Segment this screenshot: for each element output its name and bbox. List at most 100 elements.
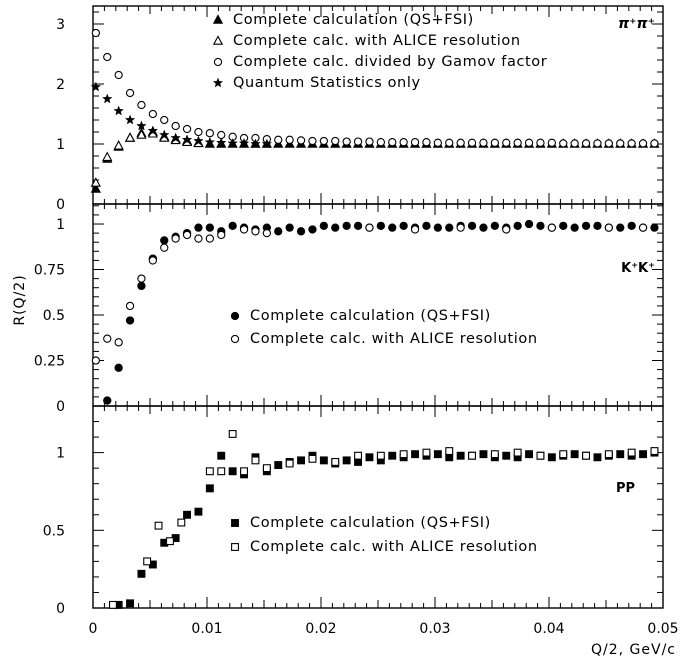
- data-point: [604, 223, 613, 232]
- data-point: [166, 537, 174, 546]
- data-point: [124, 114, 136, 125]
- data-point: [308, 136, 317, 146]
- data-point: [479, 450, 488, 459]
- legend-entry: Quantum Statistics only: [233, 75, 421, 91]
- data-point: [604, 450, 613, 459]
- data-point: [217, 451, 226, 460]
- data-point: [274, 135, 283, 144]
- data-point: [456, 138, 465, 147]
- legend-marker: [213, 57, 223, 67]
- data-point: [593, 453, 602, 462]
- data-point: [194, 223, 203, 232]
- data-point: [593, 139, 602, 148]
- data-point: [90, 81, 102, 92]
- data-point: [388, 138, 397, 147]
- data-point: [422, 221, 431, 230]
- data-point: [205, 223, 214, 232]
- data-point: [136, 120, 147, 131]
- y-tick-label: 0.5: [43, 523, 65, 539]
- data-point: [650, 223, 659, 232]
- data-point: [160, 236, 169, 245]
- data-point: [502, 451, 511, 460]
- data-point: [228, 430, 237, 438]
- legend-marker: [212, 14, 224, 24]
- data-point: [125, 316, 135, 325]
- data-point: [217, 230, 226, 240]
- data-point: [422, 138, 431, 147]
- data-point: [536, 138, 545, 147]
- data-point: [559, 221, 568, 230]
- data-point: [365, 223, 374, 232]
- data-point: [502, 225, 511, 234]
- data-point: [559, 139, 568, 148]
- data-point: [91, 28, 100, 38]
- data-point: [215, 137, 227, 148]
- data-point: [410, 138, 420, 147]
- data-point: [148, 256, 157, 265]
- data-point: [90, 183, 101, 193]
- data-point: [251, 456, 260, 465]
- data-point: [581, 139, 591, 148]
- y-tick-label: 0: [56, 601, 65, 617]
- x-tick-label: 0.05: [647, 621, 678, 637]
- data-point: [525, 450, 534, 459]
- data-point: [102, 151, 113, 161]
- data-point: [125, 301, 135, 311]
- data-point: [250, 138, 261, 149]
- legend-entry: Complete calculation (QS+FSI): [233, 12, 474, 28]
- data-point: [433, 223, 442, 232]
- data-point: [114, 338, 123, 347]
- data-point: [468, 451, 476, 460]
- data-point: [650, 139, 659, 148]
- data-point: [205, 484, 214, 493]
- data-point: [205, 234, 214, 243]
- data-point: [136, 129, 147, 139]
- data-point: [524, 219, 534, 229]
- legend-marker: [230, 334, 240, 344]
- legend-marker: [212, 35, 224, 45]
- data-point: [456, 451, 465, 460]
- data-point: [604, 139, 613, 148]
- data-point: [181, 134, 193, 145]
- data-point: [353, 221, 363, 230]
- data-point: [445, 447, 454, 456]
- data-point: [125, 88, 135, 98]
- data-point: [227, 137, 238, 148]
- x-tick-label: 0.01: [191, 621, 222, 637]
- data-point: [308, 454, 317, 463]
- data-point: [524, 138, 534, 147]
- data-point: [194, 507, 203, 516]
- data-point: [285, 135, 294, 144]
- data-point: [513, 448, 522, 457]
- data-point: [616, 139, 625, 148]
- y-tick-label: 0.5: [43, 308, 65, 324]
- data-point: [331, 136, 340, 146]
- data-point: [114, 70, 123, 80]
- data-point: [285, 459, 294, 468]
- data-point: [143, 557, 152, 566]
- data-point: [160, 115, 169, 125]
- y-tick-label: 0: [56, 197, 65, 213]
- data-point: [113, 105, 124, 116]
- data-point: [296, 227, 306, 236]
- data-point: [570, 450, 579, 459]
- data-point: [124, 132, 136, 142]
- data-point: [433, 450, 442, 459]
- data-point: [365, 453, 374, 462]
- data-point: [445, 138, 454, 147]
- data-point: [376, 451, 385, 460]
- data-point: [101, 93, 113, 104]
- legend-entry: Complete calculation (QS+FSI): [250, 515, 491, 531]
- y-axis-label: R(Q/2): [12, 274, 28, 325]
- data-point: [205, 467, 214, 476]
- data-point: [410, 225, 420, 234]
- data-point: [103, 52, 112, 62]
- data-point: [627, 139, 636, 148]
- data-point: [547, 138, 556, 147]
- data-point: [490, 450, 499, 459]
- data-point: [183, 510, 191, 519]
- data-point: [342, 137, 351, 146]
- data-point: [228, 221, 237, 230]
- data-point: [239, 225, 249, 234]
- y-tick-label: 1: [56, 137, 65, 153]
